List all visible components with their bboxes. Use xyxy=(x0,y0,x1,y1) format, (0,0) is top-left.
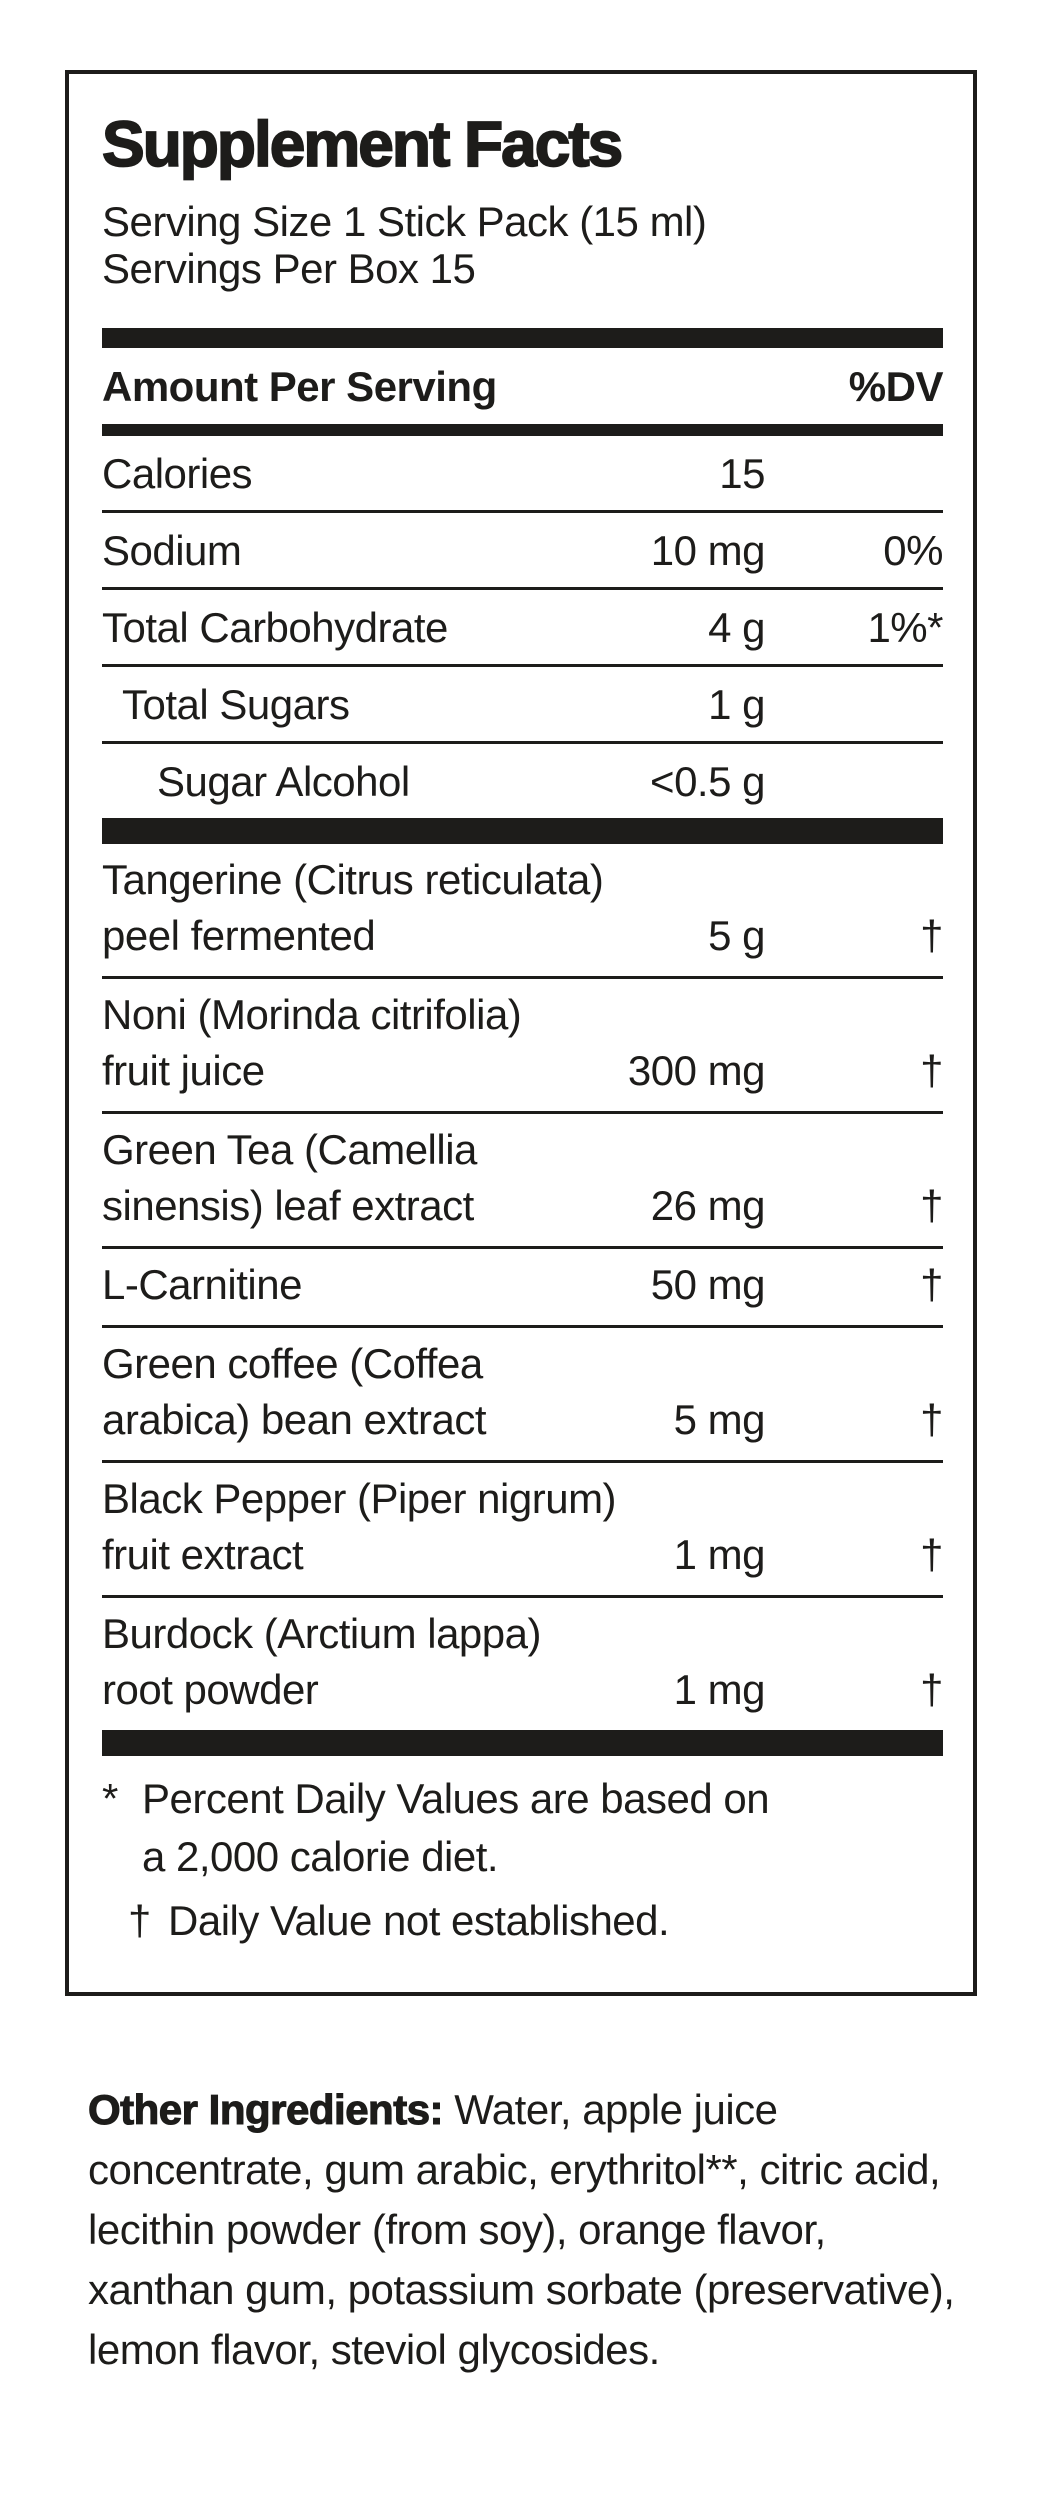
botanical-name-line1: Tangerine (Citrus reticulata) xyxy=(102,856,604,903)
panel-title: Supplement Facts xyxy=(101,107,624,181)
botanical-amount: 5 g xyxy=(708,912,765,959)
botanical-name-line1: Black Pepper (Piper nigrum) xyxy=(102,1475,617,1522)
other-ingredients-text: Water, apple juice concentrate, gum arab… xyxy=(88,2086,955,2373)
percent-dv-header: %DV xyxy=(848,363,944,410)
botanical-name-line2: fruit extract xyxy=(102,1531,304,1578)
thick-divider-top xyxy=(102,328,943,348)
dagger-symbol: † xyxy=(920,1261,943,1308)
botanical-name-line2: arabica) bean extract xyxy=(102,1396,487,1443)
dagger-symbol: † xyxy=(920,1531,943,1578)
dv-footnote-line2: a 2,000 calorie diet. xyxy=(142,1833,499,1880)
medium-divider xyxy=(102,424,943,436)
botanical-row-l-carnitine: L-Carnitine 50 mg † xyxy=(102,1249,944,1328)
botanical-name-line2: sinensis) leaf extract xyxy=(102,1182,474,1229)
nutrient-amount: 10 mg xyxy=(650,527,766,574)
nutrient-name: Total Sugars xyxy=(122,681,350,728)
botanical-name-line2: L-Carnitine xyxy=(102,1261,302,1308)
botanical-rows: Tangerine (Citrus reticulata) peel ferme… xyxy=(102,844,944,1730)
botanical-name-line1: Green coffee (Coffea xyxy=(102,1340,483,1387)
footnotes: * Percent Daily Values are based on a 2,… xyxy=(102,1756,943,1950)
dagger-symbol: † xyxy=(920,1666,943,1713)
serving-size-line: Serving Size 1 Stick Pack (15 ml) xyxy=(102,198,707,245)
dagger-symbol: † xyxy=(920,1396,943,1443)
nutrient-amount: 4 g xyxy=(708,604,765,651)
botanical-amount: 5 mg xyxy=(673,1396,766,1443)
ne-footnote-text: Daily Value not established. xyxy=(168,1897,670,1944)
botanical-amount: 1 mg xyxy=(673,1531,766,1578)
dagger-symbol: † xyxy=(920,912,943,959)
nutrient-name: Calories xyxy=(102,450,253,497)
nutrient-row-total-sugars: Total Sugars 1 g xyxy=(102,667,943,744)
botanical-row-tangerine: Tangerine (Citrus reticulata) peel ferme… xyxy=(102,844,944,979)
botanical-name-line2: peel fermented xyxy=(102,912,376,959)
botanical-row-black-pepper: Black Pepper (Piper nigrum) fruit extrac… xyxy=(102,1463,944,1598)
nutrient-dv: 1%* xyxy=(867,604,943,651)
nutrient-name: Sugar Alcohol xyxy=(157,758,410,805)
dagger-marker: † xyxy=(128,1897,151,1944)
asterisk-marker: * xyxy=(102,1775,118,1822)
nutrient-dv: 0% xyxy=(883,527,943,574)
column-header-row: Amount Per Serving %DV xyxy=(102,348,944,424)
nutrient-row-sugar-alcohol: Sugar Alcohol <0.5 g xyxy=(102,744,943,818)
nutrient-row-sodium: Sodium 10 mg 0% xyxy=(102,513,944,590)
nutrient-amount: 15 xyxy=(719,450,765,497)
other-ingredients-label: Other Ingredients: xyxy=(87,2085,444,2133)
ne-footnote: † Daily Value not established. xyxy=(102,1892,943,1950)
dagger-symbol: † xyxy=(920,1047,943,1094)
botanical-name-line1: Noni (Morinda citrifolia) xyxy=(102,991,522,1038)
botanical-name-line2: fruit juice xyxy=(102,1047,265,1094)
nutrient-row-total-carbohydrate: Total Carbohydrate 4 g 1%* xyxy=(102,590,944,667)
botanical-name-line1: Green Tea (Camellia xyxy=(102,1126,477,1173)
dagger-symbol: † xyxy=(920,1182,943,1229)
dv-footnote: * Percent Daily Values are based on a 2,… xyxy=(102,1770,943,1886)
servings-per-box-line: Servings Per Box 15 xyxy=(102,245,476,292)
amount-per-serving-header: Amount Per Serving xyxy=(102,363,497,410)
dv-footnote-line1: Percent Daily Values are based on xyxy=(142,1775,770,1822)
serving-info: Serving Size 1 Stick Pack (15 ml) Servin… xyxy=(102,198,943,292)
botanical-row-green-coffee: Green coffee (Coffea arabica) bean extra… xyxy=(102,1328,944,1463)
botanical-name-line1: Burdock (Arctium lappa) xyxy=(102,1610,542,1657)
nutrient-rows: Calories 15 Sodium 10 mg 0% Total Carboh… xyxy=(102,436,944,818)
botanical-amount: 26 mg xyxy=(650,1182,766,1229)
supplement-facts-panel: Supplement Facts Serving Size 1 Stick Pa… xyxy=(65,70,977,1996)
thick-divider-bottom xyxy=(102,1730,943,1756)
nutrient-row-calories: Calories 15 xyxy=(102,436,943,513)
other-ingredients-paragraph: Other Ingredients: Water, apple juice co… xyxy=(87,2080,960,2380)
dv-footnote-text: Percent Daily Values are based on a 2,00… xyxy=(142,1770,943,1886)
nutrient-amount: <0.5 g xyxy=(650,758,765,805)
botanical-row-noni: Noni (Morinda citrifolia) fruit juice 30… xyxy=(102,979,944,1114)
botanical-row-burdock: Burdock (Arctium lappa) root powder 1 mg… xyxy=(102,1598,944,1730)
botanical-amount: 50 mg xyxy=(650,1261,766,1308)
nutrient-amount: 1 g xyxy=(708,681,765,728)
nutrient-name: Sodium xyxy=(102,527,242,574)
nutrient-name: Total Carbohydrate xyxy=(102,604,448,651)
botanical-amount: 300 mg xyxy=(627,1047,766,1094)
thick-divider-middle xyxy=(102,818,943,844)
botanical-name-line2: root powder xyxy=(102,1666,319,1713)
botanical-row-green-tea: Green Tea (Camellia sinensis) leaf extra… xyxy=(102,1114,944,1249)
botanical-amount: 1 mg xyxy=(673,1666,766,1713)
